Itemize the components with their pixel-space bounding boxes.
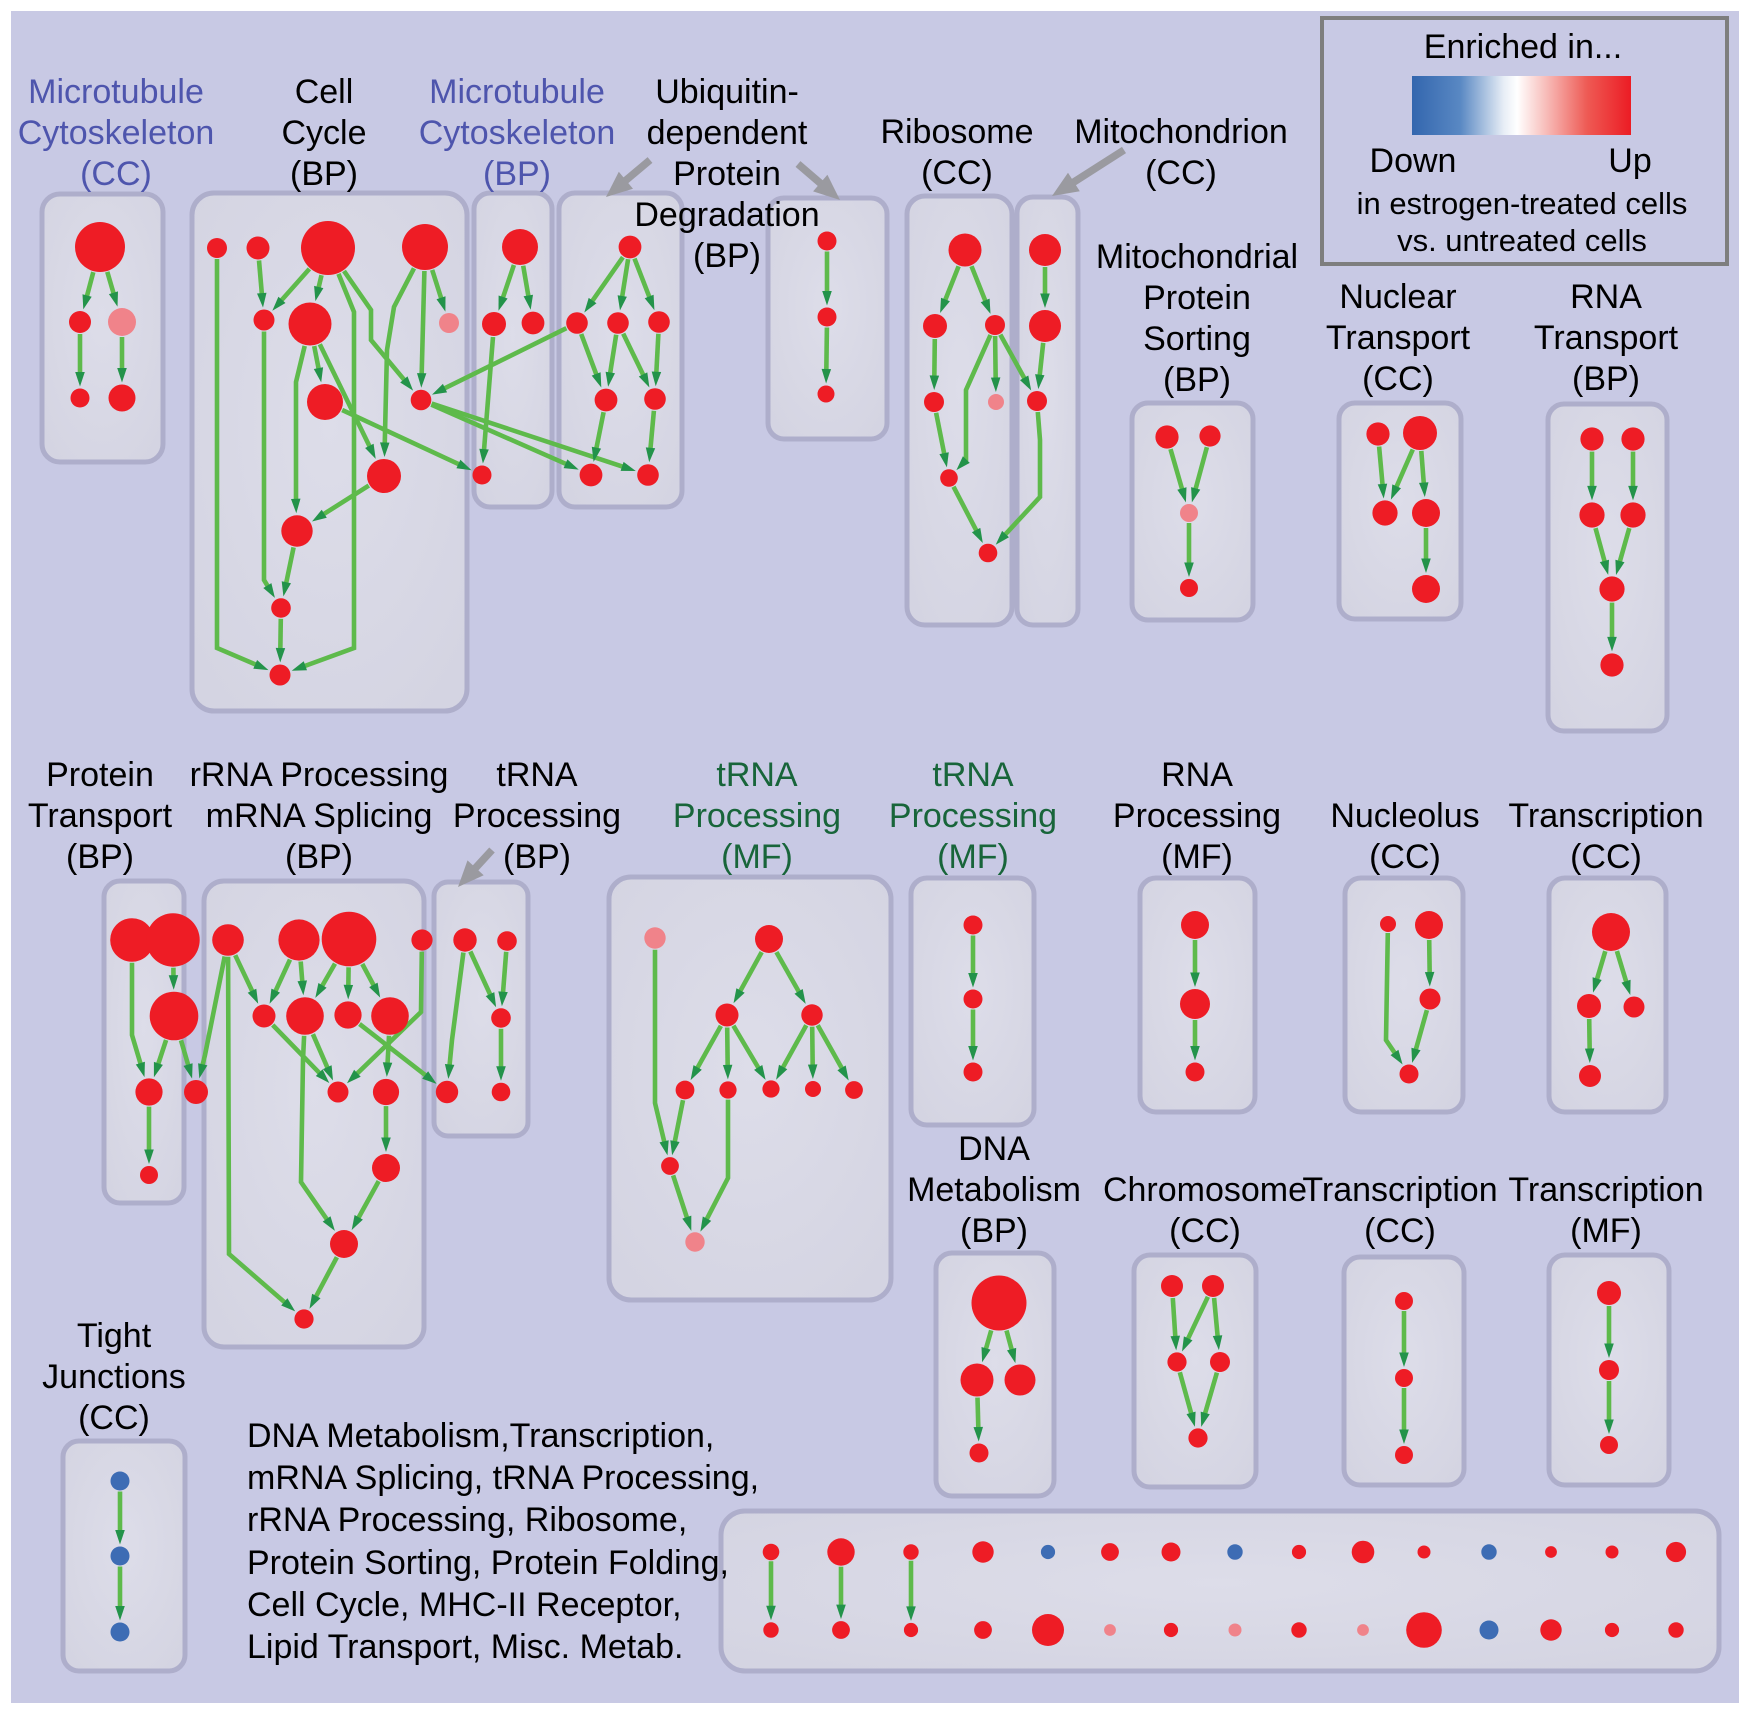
svg-text:Processing: Processing xyxy=(453,797,621,835)
svg-text:RNA: RNA xyxy=(1570,278,1642,316)
svg-text:(CC): (CC) xyxy=(1145,154,1217,192)
svg-text:Transcription: Transcription xyxy=(1508,797,1703,835)
svg-text:Chromosome: Chromosome xyxy=(1103,1171,1307,1209)
svg-text:Ribosome: Ribosome xyxy=(880,113,1033,151)
svg-text:(MF): (MF) xyxy=(1161,838,1233,876)
svg-text:Cytoskeleton: Cytoskeleton xyxy=(419,114,616,152)
svg-text:Cell Cycle, MHC-II Receptor,: Cell Cycle, MHC-II Receptor, xyxy=(247,1586,682,1624)
svg-text:Protein: Protein xyxy=(673,155,781,193)
svg-text:tRNA: tRNA xyxy=(932,756,1014,794)
svg-text:Processing: Processing xyxy=(889,797,1057,835)
svg-text:(BP): (BP) xyxy=(1163,361,1231,399)
svg-text:tRNA: tRNA xyxy=(496,756,578,794)
svg-text:Transcription: Transcription xyxy=(1508,1171,1703,1209)
svg-text:Protein Sorting, Protein Foldi: Protein Sorting, Protein Folding, xyxy=(247,1544,729,1582)
svg-text:mRNA Splicing: mRNA Splicing xyxy=(206,797,433,835)
svg-text:Nucleolus: Nucleolus xyxy=(1330,797,1479,835)
svg-text:Enriched in...: Enriched in... xyxy=(1424,28,1622,66)
svg-text:vs. untreated cells: vs. untreated cells xyxy=(1397,223,1647,258)
svg-text:RNA: RNA xyxy=(1161,756,1233,794)
svg-text:Protein: Protein xyxy=(1143,279,1251,317)
svg-text:Down: Down xyxy=(1370,142,1457,180)
svg-text:rRNA Processing, Ribosome,: rRNA Processing, Ribosome, xyxy=(247,1501,687,1539)
svg-text:Up: Up xyxy=(1608,142,1651,180)
svg-text:Processing: Processing xyxy=(673,797,841,835)
svg-text:Transport: Transport xyxy=(1326,319,1471,357)
svg-text:Mitochondrial: Mitochondrial xyxy=(1096,238,1298,276)
svg-text:(CC): (CC) xyxy=(80,155,152,193)
svg-text:(BP): (BP) xyxy=(483,155,551,193)
svg-text:rRNA Processing: rRNA Processing xyxy=(190,756,449,794)
svg-text:Lipid Transport, Misc. Metab.: Lipid Transport, Misc. Metab. xyxy=(247,1628,684,1666)
svg-text:(CC): (CC) xyxy=(1570,838,1642,876)
svg-text:Microtubule: Microtubule xyxy=(429,73,605,111)
svg-text:(CC): (CC) xyxy=(1362,360,1434,398)
svg-text:Sorting: Sorting xyxy=(1143,320,1251,358)
svg-text:Processing: Processing xyxy=(1113,797,1281,835)
svg-text:Junctions: Junctions xyxy=(42,1358,186,1396)
svg-text:Protein: Protein xyxy=(46,756,154,794)
svg-text:Cycle: Cycle xyxy=(281,114,366,152)
svg-text:tRNA: tRNA xyxy=(716,756,798,794)
svg-text:Metabolism: Metabolism xyxy=(907,1171,1081,1209)
svg-text:Ubiquitin-: Ubiquitin- xyxy=(655,73,799,111)
svg-text:(BP): (BP) xyxy=(290,155,358,193)
svg-text:(CC): (CC) xyxy=(1169,1212,1241,1250)
svg-text:in estrogen-treated cells: in estrogen-treated cells xyxy=(1357,186,1688,221)
svg-text:(MF): (MF) xyxy=(1570,1212,1642,1250)
svg-text:(CC): (CC) xyxy=(78,1399,150,1437)
svg-text:Microtubule: Microtubule xyxy=(28,73,204,111)
svg-text:DNA: DNA xyxy=(958,1130,1030,1168)
svg-text:mRNA Splicing, tRNA Processing: mRNA Splicing, tRNA Processing, xyxy=(247,1459,759,1497)
svg-text:Degradation: Degradation xyxy=(634,196,819,234)
svg-text:(BP): (BP) xyxy=(1572,360,1640,398)
svg-text:(CC): (CC) xyxy=(921,154,993,192)
svg-text:(MF): (MF) xyxy=(937,838,1009,876)
svg-text:Mitochondrion: Mitochondrion xyxy=(1074,113,1288,151)
svg-text:(CC): (CC) xyxy=(1369,838,1441,876)
svg-text:Cytoskeleton: Cytoskeleton xyxy=(18,114,215,152)
svg-text:Nuclear: Nuclear xyxy=(1339,278,1456,316)
svg-text:(BP): (BP) xyxy=(285,838,353,876)
svg-text:(BP): (BP) xyxy=(693,237,761,275)
svg-text:(BP): (BP) xyxy=(503,838,571,876)
svg-text:Cell: Cell xyxy=(295,73,354,111)
svg-text:(CC): (CC) xyxy=(1364,1212,1436,1250)
svg-text:DNA Metabolism,Transcription,: DNA Metabolism,Transcription, xyxy=(247,1417,714,1455)
svg-text:Tight: Tight xyxy=(77,1317,152,1355)
svg-text:(BP): (BP) xyxy=(66,838,134,876)
svg-text:Transcription: Transcription xyxy=(1302,1171,1497,1209)
svg-text:Transport: Transport xyxy=(1534,319,1679,357)
svg-text:Transport: Transport xyxy=(28,797,173,835)
svg-text:(BP): (BP) xyxy=(960,1212,1028,1250)
svg-text:dependent: dependent xyxy=(647,114,808,152)
svg-text:(MF): (MF) xyxy=(721,838,793,876)
